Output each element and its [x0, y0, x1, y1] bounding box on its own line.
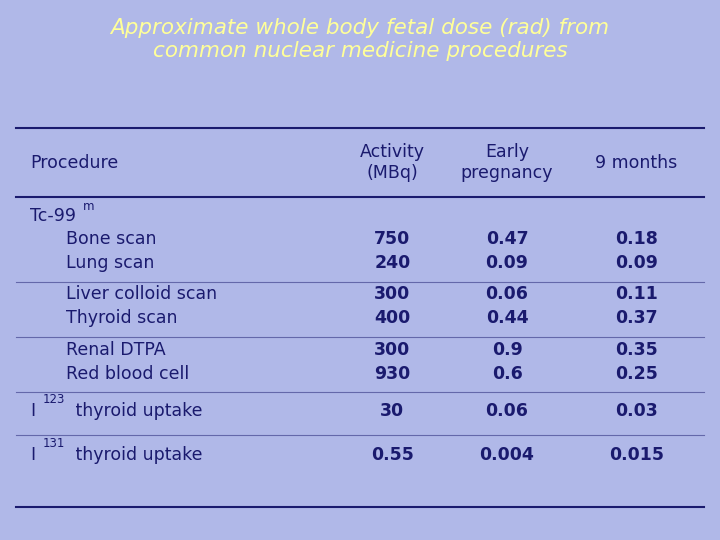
- Text: Activity
(MBq): Activity (MBq): [360, 143, 425, 182]
- Text: Tc-99: Tc-99: [30, 207, 76, 225]
- Text: Approximate whole body fetal dose (rad) from
common nuclear medicine procedures: Approximate whole body fetal dose (rad) …: [110, 17, 610, 60]
- Text: 9 months: 9 months: [595, 153, 678, 172]
- Text: 0.015: 0.015: [608, 447, 664, 464]
- Text: 0.25: 0.25: [615, 364, 657, 383]
- Text: 0.44: 0.44: [486, 309, 528, 327]
- Text: 930: 930: [374, 364, 410, 383]
- Text: I: I: [30, 447, 35, 464]
- Text: 0.06: 0.06: [485, 285, 528, 303]
- Text: 0.6: 0.6: [492, 364, 523, 383]
- Text: thyroid uptake: thyroid uptake: [71, 447, 203, 464]
- Text: 300: 300: [374, 341, 410, 359]
- Text: 123: 123: [42, 393, 65, 406]
- Text: 131: 131: [42, 437, 65, 450]
- Text: Red blood cell: Red blood cell: [66, 364, 189, 383]
- Text: 0.004: 0.004: [480, 447, 534, 464]
- Text: Liver colloid scan: Liver colloid scan: [66, 285, 217, 303]
- Text: Bone scan: Bone scan: [66, 230, 156, 248]
- Text: m: m: [83, 200, 94, 213]
- Text: 0.18: 0.18: [615, 230, 657, 248]
- Text: 0.03: 0.03: [615, 402, 657, 420]
- Text: 0.35: 0.35: [615, 341, 657, 359]
- Text: 0.55: 0.55: [371, 447, 414, 464]
- Text: 0.47: 0.47: [486, 230, 528, 248]
- Text: 30: 30: [380, 402, 405, 420]
- Text: 400: 400: [374, 309, 410, 327]
- Text: 750: 750: [374, 230, 410, 248]
- Text: I: I: [30, 402, 35, 420]
- Text: 240: 240: [374, 254, 410, 272]
- Text: Thyroid scan: Thyroid scan: [66, 309, 177, 327]
- Text: 0.9: 0.9: [492, 341, 523, 359]
- Text: thyroid uptake: thyroid uptake: [71, 402, 203, 420]
- Text: Lung scan: Lung scan: [66, 254, 154, 272]
- Text: 0.09: 0.09: [485, 254, 528, 272]
- Text: 300: 300: [374, 285, 410, 303]
- Text: 0.09: 0.09: [615, 254, 657, 272]
- Text: 0.11: 0.11: [615, 285, 657, 303]
- Text: 0.37: 0.37: [615, 309, 657, 327]
- Text: Early
pregnancy: Early pregnancy: [461, 143, 553, 182]
- Text: Renal DTPA: Renal DTPA: [66, 341, 166, 359]
- Text: Procedure: Procedure: [30, 153, 118, 172]
- Text: 0.06: 0.06: [485, 402, 528, 420]
